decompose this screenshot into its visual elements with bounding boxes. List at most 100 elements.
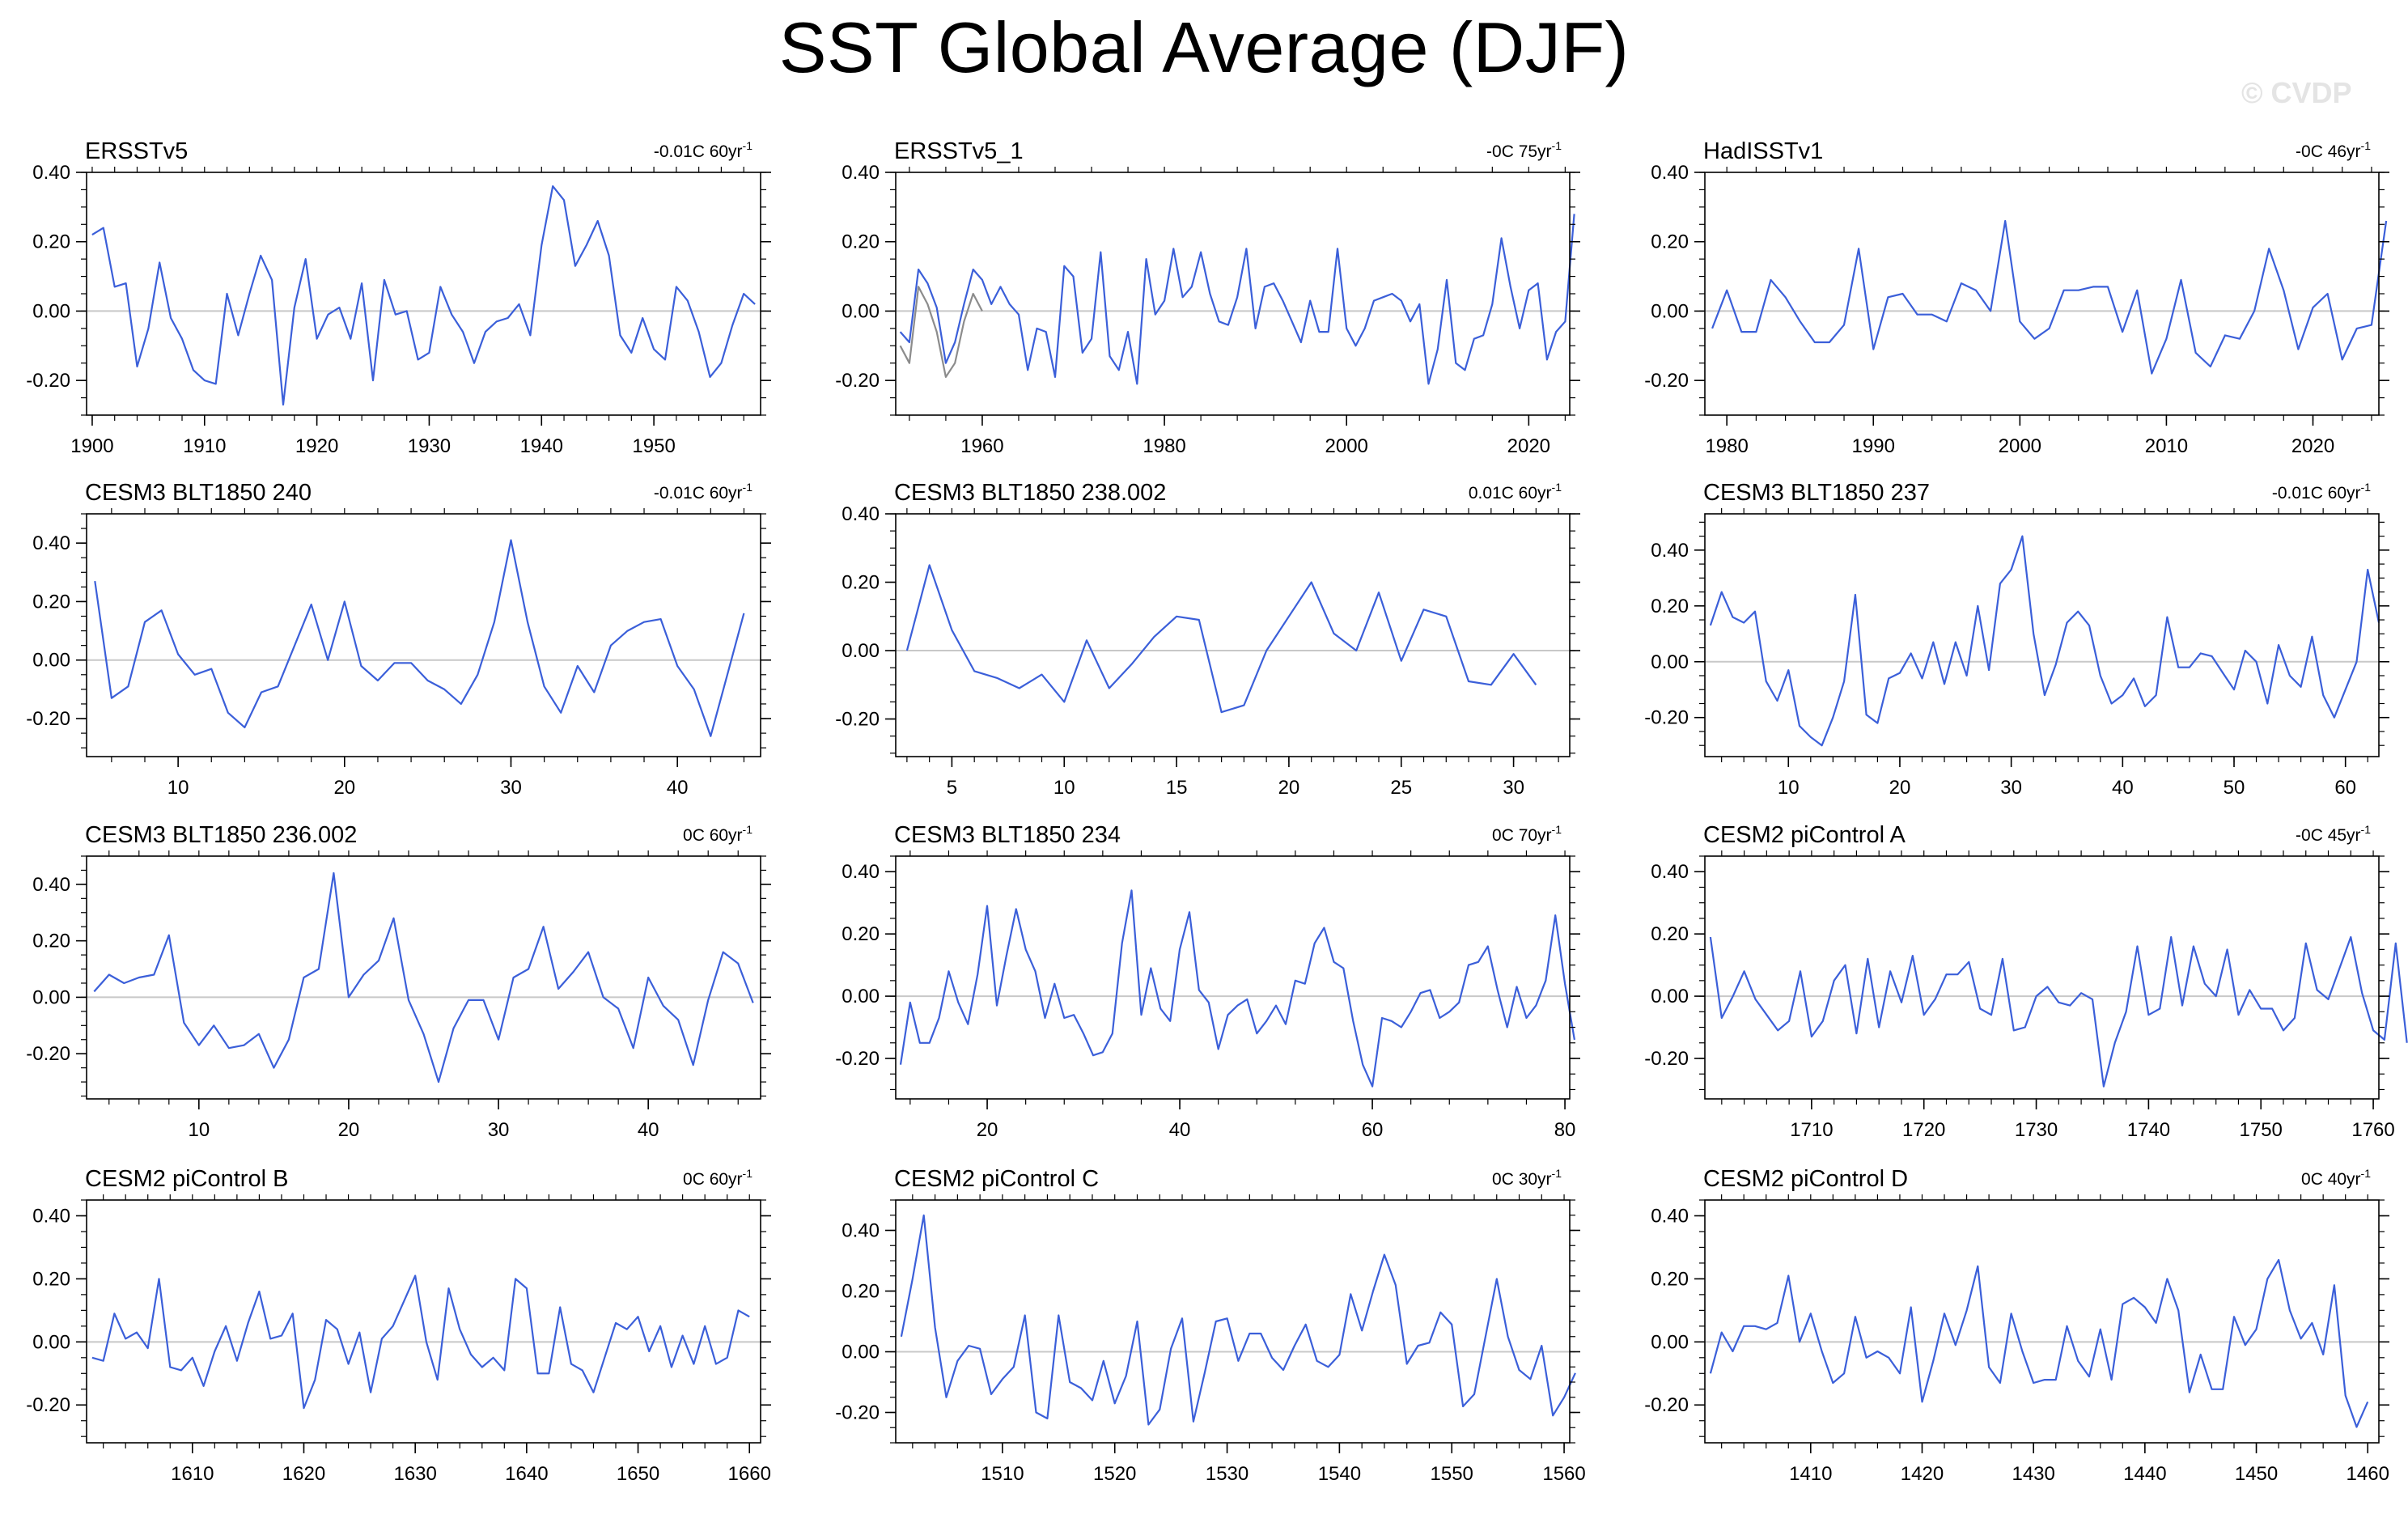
x-tick-label: 1730 [2015,1119,2058,1141]
trend-value: -0C 46yr [2296,142,2361,161]
x-tick-label: 20 [333,777,355,799]
y-tick-label: 0.20 [1651,923,1689,945]
y-tick-label: 0.20 [842,923,880,945]
x-tick-label: 1710 [1790,1119,1833,1141]
figure-title: SST Global Average (DJF) [778,7,1630,87]
trend-value: 0C 60yr [683,826,743,845]
x-tick-label: 60 [2334,777,2356,799]
x-tick-label: 1450 [2235,1463,2278,1485]
trend-exponent: -1 [2361,139,2372,152]
trend-value: -0C 75yr [1486,142,1552,161]
x-tick-label: 1540 [1318,1463,1361,1485]
y-tick-label: 0.40 [1651,1205,1689,1227]
y-tick-label: 0.00 [32,300,70,322]
x-tick-label: 1950 [632,435,675,457]
y-tick-label: 0.20 [842,1281,880,1303]
x-tick-label: 40 [638,1119,659,1141]
x-tick-label: 1630 [393,1463,436,1485]
x-tick-label: 2010 [2145,435,2188,457]
x-tick-label: 1930 [408,435,451,457]
x-tick-label: 1900 [70,435,113,457]
trend-exponent: -1 [743,139,753,152]
y-tick-label: 0.00 [1651,986,1689,1007]
trend-value: -0C 45yr [2296,826,2361,845]
x-tick-label: 40 [667,777,689,799]
y-tick-label: 0.00 [32,650,70,672]
y-tick-label: 0.00 [32,986,70,1008]
plot-frame [1704,513,2380,757]
trend-value: -0.01C 60yr [654,142,743,161]
y-tick-label: 0.00 [1651,1331,1689,1353]
plot-frame [1704,172,2380,416]
y-tick-label: 0.40 [32,874,70,896]
trend-exponent: -1 [743,1167,753,1180]
x-tick-label: 1980 [1143,435,1185,457]
x-tick-label: 5 [947,777,957,799]
x-tick-label: 20 [1278,777,1300,799]
y-tick-label: 0.00 [842,640,880,662]
series-line [91,185,756,406]
panel-title: ERSSTv5 [85,138,188,164]
panel-5: -0.20 0.00 0.20 0.40 10 20 30 40 50 60 CESM3 BLT18… [1644,480,2389,799]
trend-value: -0.01C 60yr [654,484,743,503]
trend-exponent: -1 [1552,823,1562,836]
trend-label: 0C 40yr-1 [2301,1167,2371,1189]
y-tick-label: 0.20 [842,231,880,253]
trend-exponent: -1 [2361,481,2372,494]
panel-title: CESM2 piControl C [894,1166,1099,1192]
y-tick-label: 0.00 [842,986,880,1007]
y-tick-label: -0.20 [26,370,70,392]
panel-0: -0.20 0.00 0.20 0.40 1900 1910 1920 1930 1940 195… [26,138,771,457]
y-tick-label: -0.20 [835,1048,880,1070]
y-tick-label: -0.20 [1644,370,1689,392]
series-line [905,564,1537,714]
trend-exponent: -1 [1552,139,1562,152]
series-line [899,286,983,378]
y-tick-label: -0.20 [1644,707,1689,729]
x-tick-label: 10 [1054,777,1075,799]
panel-title: ERSSTv5_1 [894,138,1024,164]
x-tick-label: 1940 [520,435,563,457]
y-tick-label: 0.00 [1651,300,1689,322]
trend-label: 0.01C 60yr-1 [1469,481,1562,503]
trend-exponent: -1 [743,481,753,494]
trend-exponent: -1 [1552,1167,1562,1180]
y-tick-label: -0.20 [26,1394,70,1416]
x-tick-label: 1640 [505,1463,548,1485]
y-tick-label: 0.40 [32,532,70,554]
series-line [93,872,754,1084]
series-line [91,1274,750,1410]
y-tick-label: -0.20 [1644,1394,1689,1416]
plot-frame [895,855,1571,1100]
panel-title: CESM3 BLT1850 240 [85,480,312,506]
y-tick-label: 0.00 [842,300,880,322]
y-tick-label: 0.20 [32,1268,70,1290]
series-line [1711,219,2388,375]
x-tick-label: 40 [2112,777,2134,799]
trend-label: 0C 70yr-1 [1492,823,1562,845]
x-tick-label: 1520 [1093,1463,1136,1485]
trend-exponent: -1 [743,823,753,836]
panel-8: -0.20 0.00 0.20 0.40 1710 1720 1730 1740 1750 176… [1644,822,2408,1141]
y-tick-label: 0.00 [842,1342,880,1363]
y-tick-label: 0.00 [1651,651,1689,673]
x-tick-label: 30 [2000,777,2022,799]
y-tick-label: 0.20 [32,931,70,952]
panel-6: -0.20 0.00 0.20 0.40 10 20 30 40 CESM3 BLT1850 2… [26,822,771,1141]
y-tick-label: 0.20 [1651,596,1689,617]
panel-7: -0.20 0.00 0.20 0.40 20 40 60 80 CESM3 BLT1850 2… [835,822,1580,1141]
x-tick-label: 1530 [1206,1463,1249,1485]
y-tick-label: 0.20 [842,572,880,594]
trend-label: 0C 60yr-1 [683,1167,752,1189]
y-tick-label: 0.40 [1651,162,1689,184]
x-tick-label: 1610 [171,1463,214,1485]
x-tick-label: 1660 [728,1463,771,1485]
y-tick-label: 0.40 [842,162,880,184]
y-tick-label: -0.20 [835,1402,880,1424]
y-tick-label: -0.20 [835,370,880,392]
x-tick-label: 30 [1503,777,1524,799]
series-line [94,539,745,737]
series-line [1709,1258,2369,1428]
panel-2: -0.20 0.00 0.20 0.40 1980 1990 2000 2010 2020 Had… [1644,138,2389,457]
